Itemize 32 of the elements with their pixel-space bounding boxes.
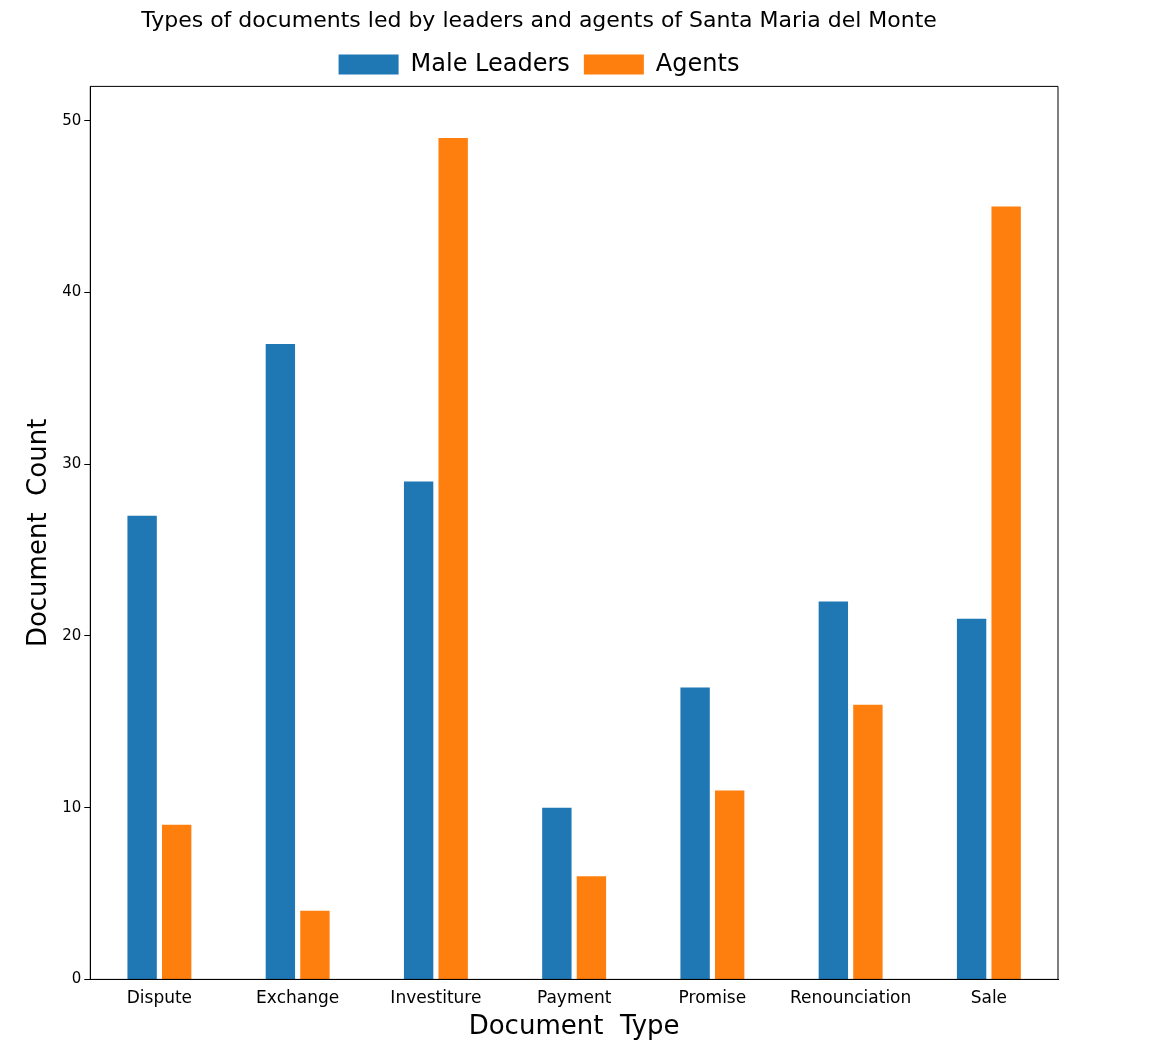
y-tick-label: 0 [71,969,82,988]
bar [680,687,710,979]
bar [162,824,192,979]
x-axis-title: Document Type [468,1010,680,1041]
y-tick-label: 10 [62,797,82,816]
bar [576,876,607,979]
bar [818,601,849,979]
y-axis-title: Document Count [22,418,53,648]
bar [265,344,296,979]
x-tick-label: Payment [536,987,612,1008]
y-tick-label: 30 [62,454,82,473]
x-tick-label: Dispute [126,987,193,1008]
legend-label: Male Leaders [410,48,570,77]
bar [300,910,330,979]
x-tick-label: Sale [970,987,1008,1008]
bar [991,206,1021,979]
y-tick-label: 20 [62,625,82,644]
bar [438,137,468,979]
legend-label: Agents [655,48,740,77]
bar [956,618,987,979]
x-tick-label: Investiture [390,987,482,1008]
chart-title: Types of documents led by leaders and agents of Santa Maria del Monte [140,6,937,32]
y-tick-label: 50 [62,110,82,129]
x-tick-label: Promise [678,987,747,1008]
y-tick-label: 40 [62,282,82,301]
x-tick-label: Renounciation [789,987,912,1008]
bar [403,481,434,979]
x-tick-label: Exchange [256,987,340,1008]
bar [714,790,745,979]
bar [127,515,157,979]
bar [542,807,572,979]
bar [853,704,883,979]
